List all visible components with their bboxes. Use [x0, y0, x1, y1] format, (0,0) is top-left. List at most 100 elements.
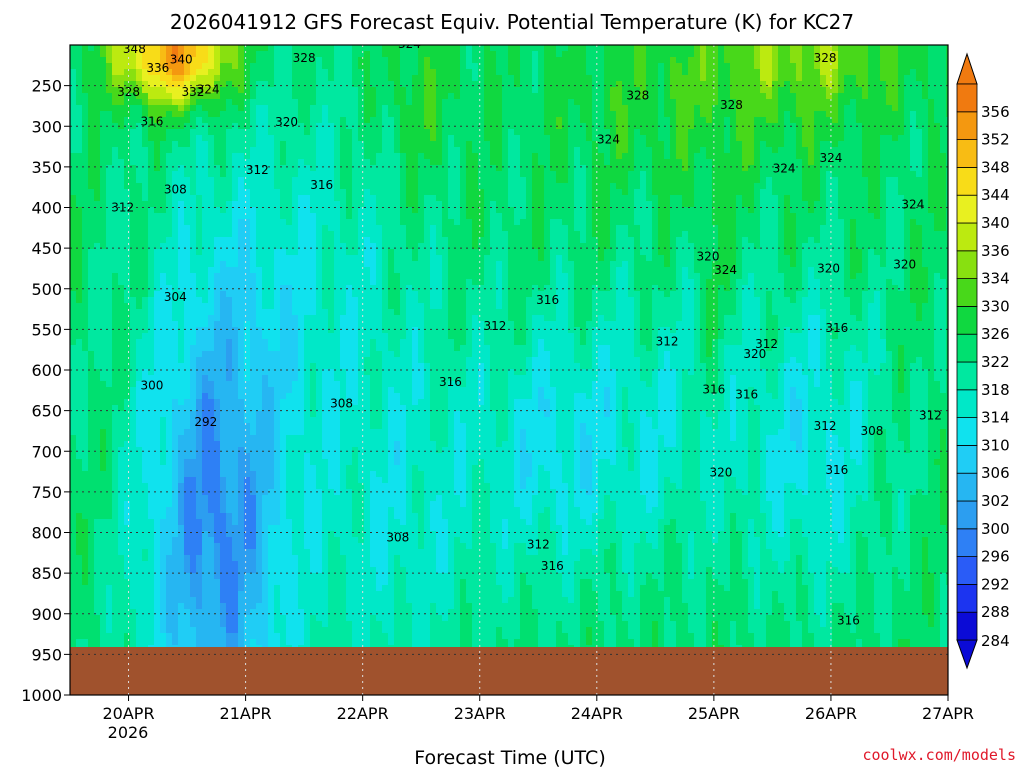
- heat-cell: [334, 357, 341, 364]
- heat-cell: [220, 135, 227, 142]
- heat-cell: [124, 93, 131, 100]
- heat-cell: [310, 369, 317, 376]
- heat-cell: [112, 453, 119, 460]
- heat-cell: [250, 537, 257, 544]
- heat-cell: [70, 63, 77, 70]
- heat-cell: [88, 225, 95, 232]
- heat-cell: [238, 447, 245, 454]
- heat-cell: [136, 567, 143, 574]
- heat-cell: [88, 411, 95, 418]
- heat-cell: [286, 123, 293, 130]
- heat-cell: [82, 603, 89, 610]
- heat-cell: [190, 327, 197, 334]
- heat-cell: [130, 51, 137, 58]
- heat-cell: [340, 81, 347, 88]
- heat-cell: [166, 339, 173, 346]
- heat-cell: [250, 285, 257, 292]
- heat-cell: [100, 633, 107, 640]
- heat-cell: [214, 231, 221, 238]
- heat-cell: [124, 567, 131, 574]
- heat-cell: [214, 249, 221, 256]
- heat-cell: [274, 135, 281, 142]
- heat-cell: [76, 45, 83, 52]
- heat-cell: [208, 171, 215, 178]
- heat-cell: [244, 141, 251, 148]
- heat-cell: [196, 45, 203, 52]
- heat-cell: [274, 561, 281, 568]
- heat-cell: [316, 213, 323, 220]
- heat-cell: [310, 195, 317, 202]
- heat-cell: [190, 519, 197, 526]
- heat-cell: [190, 225, 197, 232]
- heat-cell: [142, 363, 149, 370]
- heat-cell: [160, 471, 167, 478]
- heat-cell: [292, 543, 299, 550]
- heat-cell: [70, 321, 77, 328]
- heat-cell: [214, 423, 221, 430]
- heat-cell: [118, 345, 125, 352]
- heat-cell: [286, 51, 293, 58]
- heat-cell: [322, 525, 329, 532]
- heat-cell: [340, 513, 347, 520]
- heat-cell: [184, 531, 191, 538]
- heat-cell: [172, 369, 179, 376]
- heat-cell: [70, 507, 77, 514]
- heat-cell: [208, 261, 215, 268]
- heat-cell: [172, 597, 179, 604]
- heat-cell: [334, 483, 341, 490]
- heat-cell: [100, 573, 107, 580]
- heat-cell: [130, 147, 137, 154]
- heat-cell: [130, 525, 137, 532]
- heat-cell: [280, 615, 287, 622]
- heat-cell: [190, 135, 197, 142]
- heat-cell: [94, 573, 101, 580]
- heat-cell: [214, 159, 221, 166]
- heat-cell: [130, 429, 137, 436]
- heat-cell: [190, 471, 197, 478]
- heat-cell: [154, 555, 161, 562]
- heat-cell: [94, 609, 101, 616]
- heat-cell: [244, 441, 251, 448]
- heat-cell: [226, 489, 233, 496]
- heat-cell: [250, 147, 257, 154]
- heat-cell: [256, 81, 263, 88]
- heat-cell: [322, 99, 329, 106]
- heat-cell: [340, 213, 347, 220]
- heat-cell: [268, 261, 275, 268]
- heat-cell: [112, 459, 119, 466]
- heat-cell: [304, 267, 311, 274]
- heat-cell: [220, 45, 227, 52]
- heat-cell: [214, 45, 221, 52]
- heat-cell: [340, 531, 347, 538]
- heat-cell: [244, 471, 251, 478]
- heat-cell: [106, 339, 113, 346]
- heat-cell: [202, 369, 209, 376]
- heat-cell: [238, 165, 245, 172]
- heat-cell: [136, 267, 143, 274]
- heat-cell: [196, 129, 203, 136]
- heat-cell: [184, 609, 191, 616]
- heat-cell: [214, 237, 221, 244]
- heat-cell: [280, 177, 287, 184]
- heat-cell: [226, 177, 233, 184]
- heat-cell: [256, 135, 263, 142]
- heat-cell: [82, 561, 89, 568]
- heat-cell: [94, 357, 101, 364]
- heat-cell: [136, 159, 143, 166]
- heat-cell: [220, 321, 227, 328]
- heat-cell: [208, 243, 215, 250]
- heat-cell: [190, 393, 197, 400]
- heat-cell: [310, 81, 317, 88]
- heat-cell: [112, 63, 119, 70]
- heat-cell: [286, 555, 293, 562]
- heat-cell: [154, 177, 161, 184]
- heat-cell: [154, 381, 161, 388]
- heat-cell: [310, 471, 317, 478]
- heat-cell: [166, 141, 173, 148]
- heat-cell: [112, 231, 119, 238]
- heat-cell: [118, 213, 125, 220]
- heat-cell: [274, 345, 281, 352]
- heat-cell: [238, 543, 245, 550]
- heat-cell: [202, 633, 209, 640]
- heat-cell: [142, 147, 149, 154]
